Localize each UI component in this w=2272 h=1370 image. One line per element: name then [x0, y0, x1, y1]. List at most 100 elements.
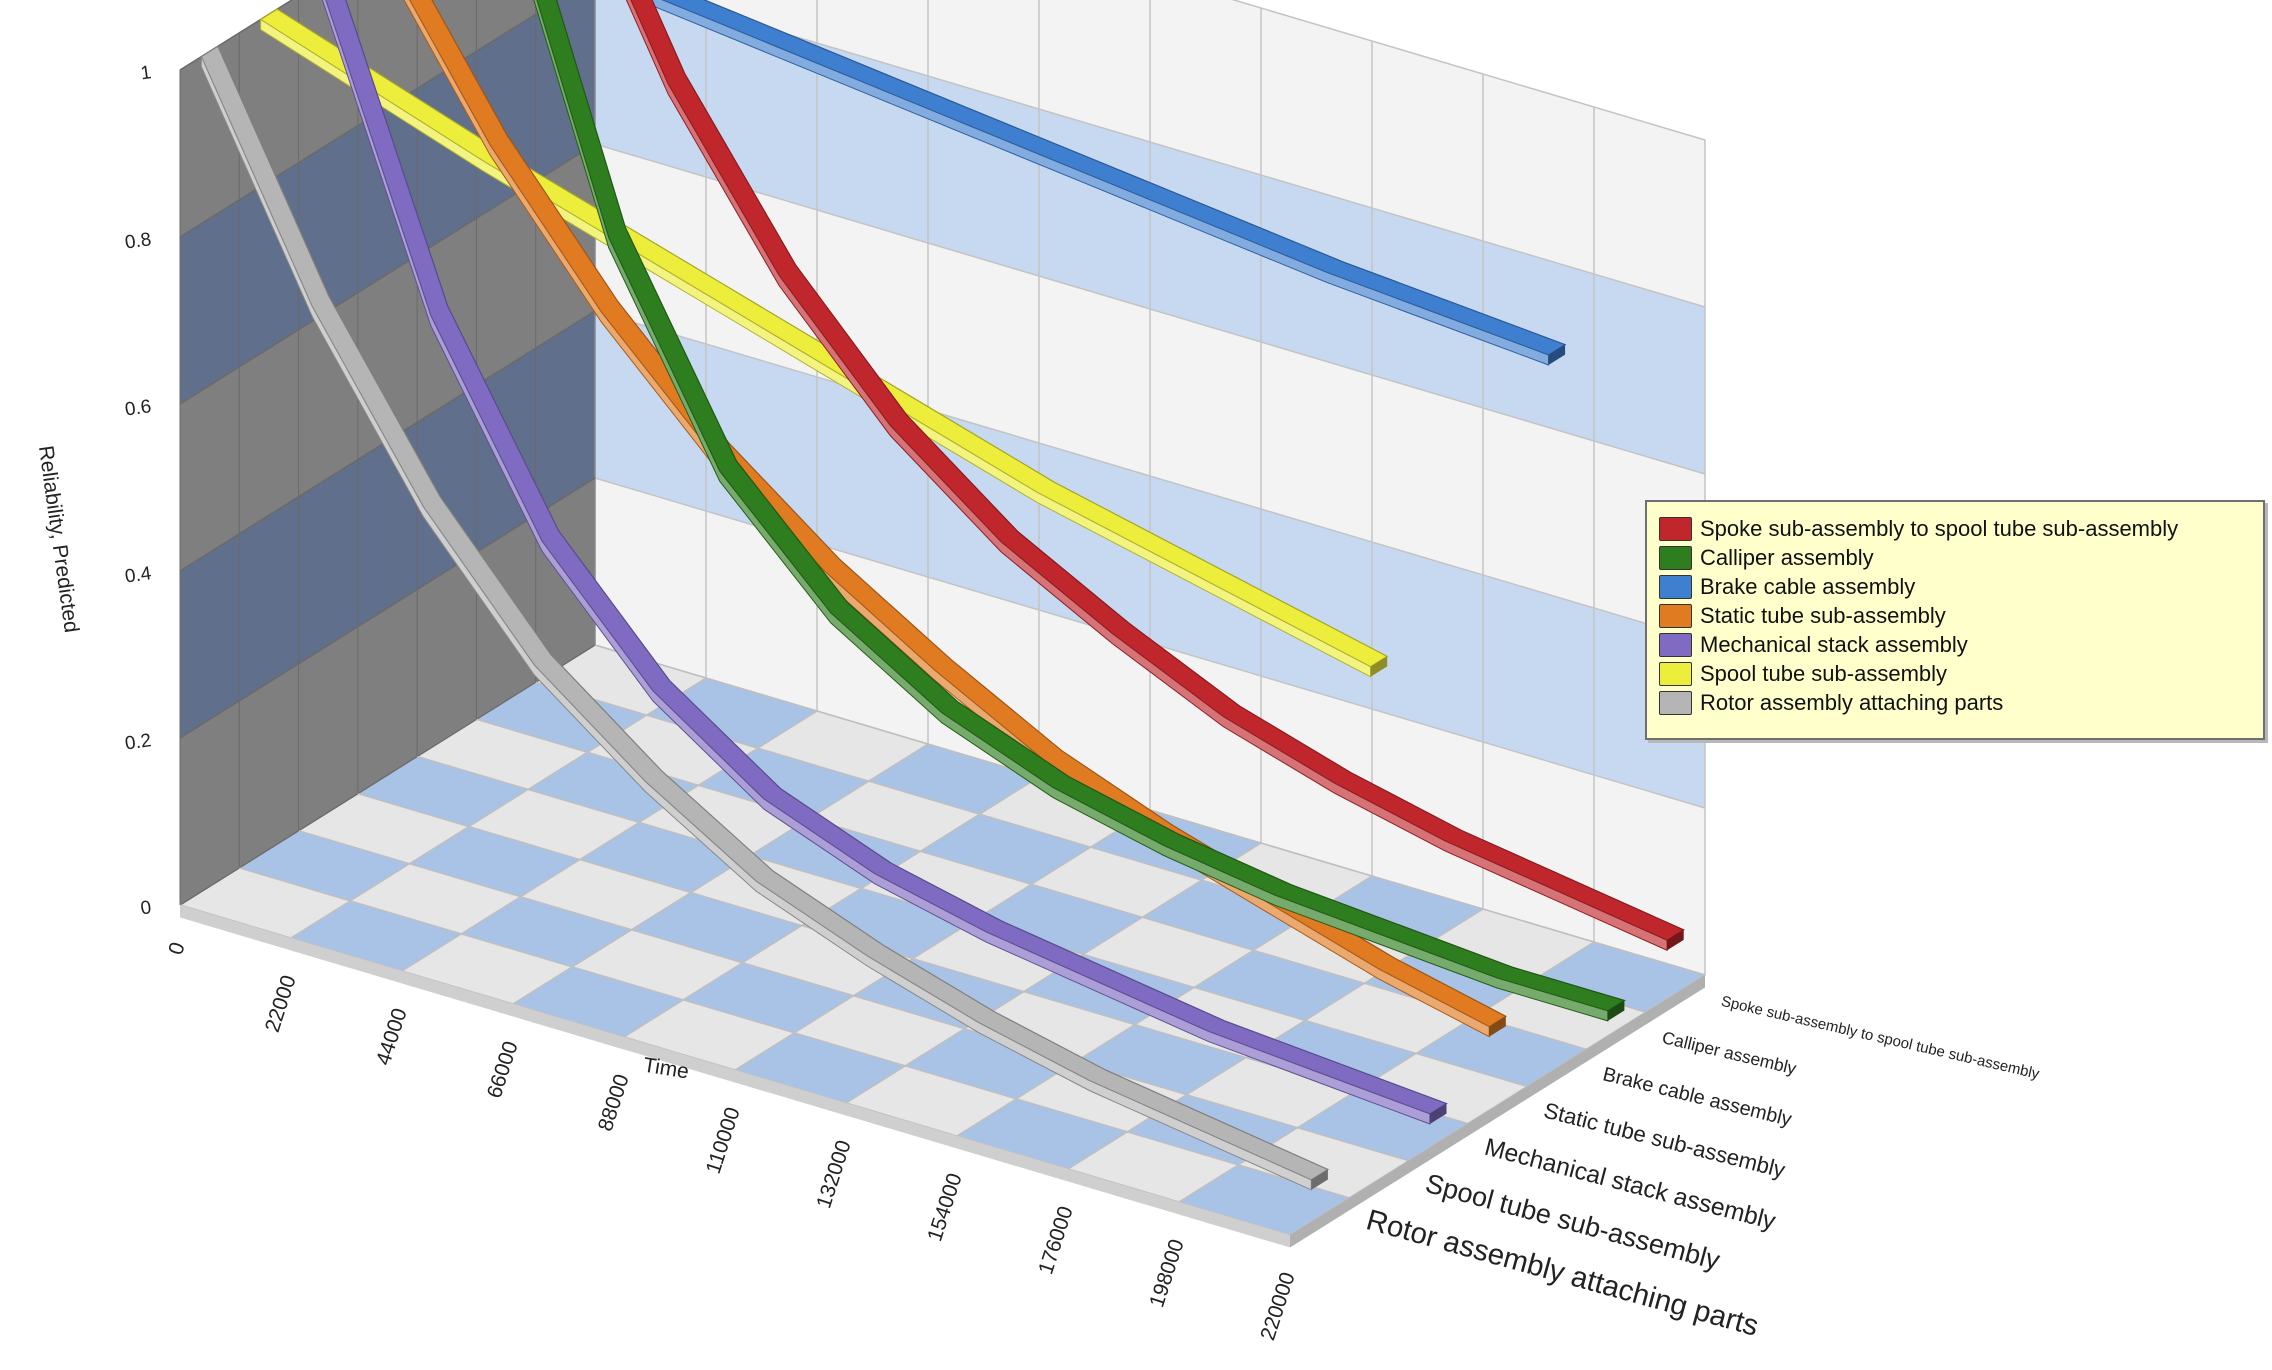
floor-cell: [735, 1032, 906, 1103]
ribbon-7: [200, 45, 1330, 1191]
legend-item: Mechanical stack assembly: [1659, 630, 2251, 659]
chart-legend: Spoke sub-assembly to spool tube sub-ass…: [1645, 500, 2265, 740]
depth-tick-label: Calliper assembly: [1660, 1027, 1798, 1078]
y-tick-label: 0.2: [124, 730, 153, 754]
legend-swatch: [1659, 661, 1692, 686]
chart-walls: [180, 0, 1706, 1235]
floor-cell: [801, 888, 973, 959]
floor-cell: [528, 752, 699, 823]
left-wall-gridline: [179, 477, 596, 739]
back-wall-gridline: [1231, 0, 1706, 141]
floor-cell: [239, 830, 410, 901]
floor-cell: [1297, 1090, 1468, 1161]
legend-label: Mechanical stack assembly: [1700, 631, 1968, 657]
floor-cell: [957, 1098, 1128, 1169]
floor-cell: [683, 962, 854, 1033]
legend-swatch: [1659, 603, 1692, 628]
floor-gridline: [845, 842, 1262, 1104]
y-tick-label: 0.4: [124, 563, 154, 588]
x-tick-label: 88000: [594, 1071, 634, 1134]
legend-item: Spoke sub-assembly to spool tube sub-ass…: [1659, 514, 2251, 543]
floor-cell: [631, 892, 802, 963]
x-tick-label: 154000: [923, 1170, 967, 1244]
ribbon-1: [625, 0, 1685, 952]
x-tick-label: 22000: [261, 972, 301, 1035]
x-tick-label: 132000: [812, 1137, 856, 1211]
floor-cell: [1416, 1016, 1587, 1087]
legend-swatch: [1659, 545, 1692, 570]
x-tick-label: 0: [164, 939, 189, 957]
back-wall-gridline: [594, 310, 1706, 642]
floor-cell: [972, 884, 1143, 955]
left-wall-gridline: [179, 0, 294, 71]
floor-cell: [579, 822, 751, 893]
ribbon-2: [533, 0, 1626, 1022]
floor-cell: [1075, 1024, 1246, 1095]
legend-label: Calliper assembly: [1700, 544, 1874, 570]
floor-cell: [357, 756, 529, 827]
floor-gridline: [239, 867, 1350, 1199]
ribbon-cap: [1311, 1169, 1328, 1190]
floor-gridline: [623, 776, 1040, 1038]
floor-cell: [1179, 1164, 1350, 1235]
y-tick-label: 1: [139, 62, 152, 84]
floor-gridline: [290, 677, 707, 939]
floor-cell: [513, 966, 684, 1037]
floor-cell: [1142, 880, 1313, 951]
floor-edge: [180, 905, 1290, 1248]
floor-cell: [1534, 942, 1705, 1013]
x-tick-label: 110000: [702, 1104, 745, 1176]
legend-item: Brake cable assembly: [1659, 572, 2251, 601]
legend-swatch: [1659, 516, 1692, 541]
floor-gridline: [512, 743, 929, 1005]
floor-cell: [1194, 950, 1365, 1021]
y-tick-label: 0.6: [124, 396, 153, 420]
x-tick-label: 220000: [1256, 1269, 1300, 1343]
y-tick-label: 0.8: [124, 229, 153, 253]
ribbon-cap: [1429, 1103, 1447, 1124]
x-tick-label: 44000: [372, 1005, 412, 1068]
x-tick-label: 176000: [1034, 1203, 1078, 1277]
left-wall-band: [180, 0, 595, 404]
ribbon-cap: [1489, 1016, 1506, 1037]
x-tick-label: 66000: [483, 1038, 523, 1101]
floor-cell: [461, 896, 632, 967]
ribbon-3: [636, 0, 1567, 366]
floor-cell: [291, 900, 462, 971]
floor-cell: [868, 744, 1039, 815]
legend-label: Rotor assembly attaching parts: [1700, 689, 2004, 715]
y-tick-label: 0: [139, 897, 152, 919]
floor-gridline: [401, 710, 818, 972]
ribbon-cap: [1548, 344, 1566, 365]
legend-label: Spoke sub-assembly to spool tube sub-ass…: [1700, 515, 2179, 541]
floor-gridline: [734, 809, 1151, 1071]
legend-swatch: [1659, 574, 1692, 599]
floor-cell: [1245, 1020, 1417, 1091]
legend-swatch: [1659, 632, 1692, 657]
ribbon-cap: [1607, 1000, 1625, 1021]
chart-ribbons: [200, 0, 1685, 1191]
floor-edge: [1290, 975, 1705, 1248]
floor-gridline: [298, 829, 1409, 1162]
legend-item: Spool tube sub-assembly: [1659, 659, 2251, 688]
floor-cell: [905, 1028, 1076, 1099]
legend-item: Static tube sub-assembly: [1659, 601, 2251, 630]
legend-label: Spool tube sub-assembly: [1700, 660, 1948, 686]
floor-cell: [1364, 946, 1535, 1017]
back-wall-gridline: [594, 143, 1706, 475]
floor-cell: [920, 814, 1091, 885]
floor-cell: [1312, 876, 1483, 947]
legend-label: Static tube sub-assembly: [1700, 602, 1946, 628]
ribbon-cap: [1370, 656, 1388, 677]
ribbon-cap: [1667, 929, 1684, 951]
y-axis-title: Reliability, Predicted: [34, 444, 83, 634]
floor-cell: [409, 826, 580, 897]
ribbon-5: [321, 0, 1448, 1125]
left-wall-gridline: [179, 644, 596, 906]
legend-label: Brake cable assembly: [1700, 573, 1916, 599]
legend-swatch: [1659, 690, 1692, 715]
legend-item: Rotor assembly attaching parts: [1659, 688, 2251, 717]
x-tick-label: 198000: [1145, 1236, 1189, 1310]
legend-item: Calliper assembly: [1659, 543, 2251, 572]
